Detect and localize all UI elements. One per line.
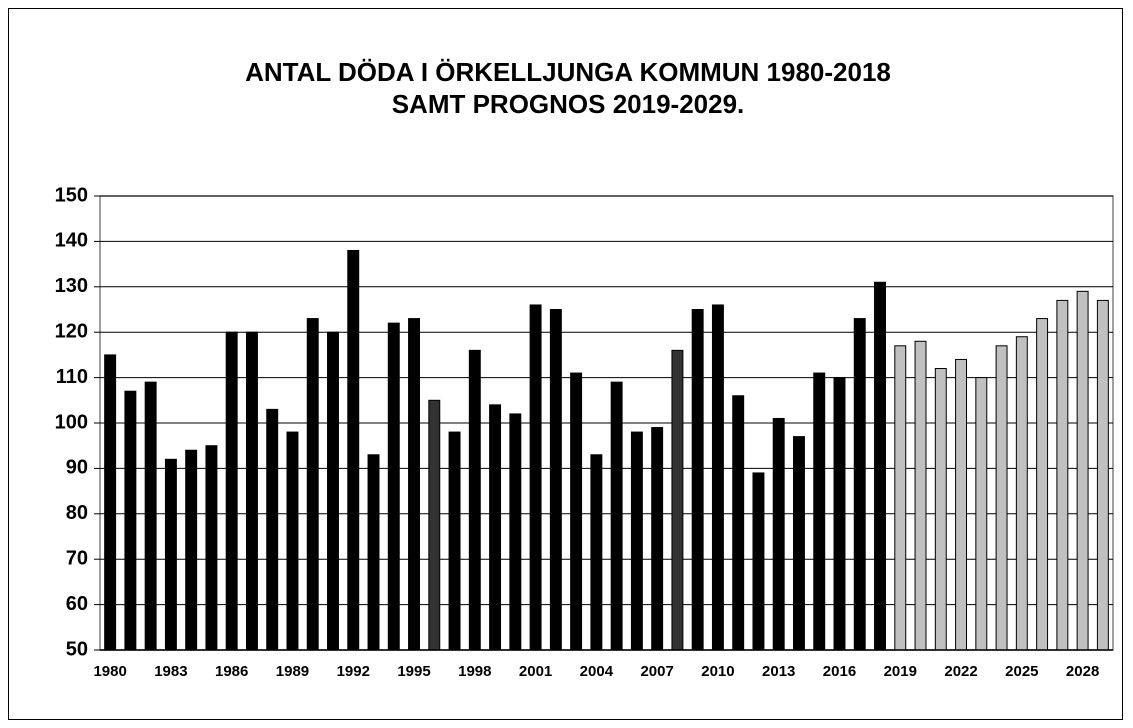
bar [894,345,907,651]
y-tick-label: 110 [56,366,88,388]
x-tick-label: 1989 [276,663,309,680]
bar [205,445,218,651]
bar [509,413,522,651]
bar [306,318,319,651]
bar [529,304,542,651]
chart-title: ANTAL DÖDA I ÖRKELLJUNGA KOMMUN 1980-201… [245,57,891,87]
x-tick-label: 1992 [337,663,370,680]
x-tick-label: 1986 [215,663,248,680]
bar [185,449,198,651]
bar [1036,318,1049,651]
bar [549,309,562,651]
bar [630,431,643,651]
y-tick-label: 50 [66,638,88,660]
x-tick-label: 1998 [458,663,491,680]
chart-subtitle: SAMT PROGNOS 2019-2029. [392,89,745,119]
x-tick-label: 2016 [823,663,856,680]
bar [104,354,117,651]
bar [833,377,846,651]
bar [955,358,968,651]
bar [772,417,785,651]
bar [367,454,380,651]
bar [813,372,826,651]
bar [468,349,481,651]
bar [266,408,279,651]
y-tick-label: 80 [66,502,88,524]
bar [934,368,947,651]
x-tick-label: 1995 [397,663,430,680]
bar [610,381,623,651]
bar [853,318,866,651]
x-tick-label: 2001 [519,663,552,680]
bar [428,399,441,651]
bar [144,381,157,651]
bar [691,309,704,651]
x-tick-label: 2022 [944,663,977,680]
bar [327,331,339,651]
y-tick-label: 120 [55,320,88,342]
bar [1056,299,1069,651]
y-tick-label: 70 [66,547,88,569]
bar [387,322,400,651]
bar [975,377,988,651]
y-tick-label: 90 [66,457,88,479]
bar [225,331,238,651]
bar [874,281,886,651]
bar [245,331,258,651]
x-tick-label: 2013 [762,663,795,680]
bar [347,249,360,651]
x-tick-label: 1980 [93,663,126,680]
bar [752,472,765,651]
bar [1015,336,1028,651]
x-tick-label: 2028 [1066,663,1099,680]
bar [408,318,421,651]
x-tick-label: 2004 [580,663,614,680]
bar [651,427,664,651]
bar [570,372,583,651]
bar [1076,290,1089,651]
y-tick-label: 140 [55,230,88,252]
bar [671,349,684,651]
y-tick-label: 60 [66,593,88,615]
bar [286,431,299,651]
x-tick-label: 2010 [701,663,734,680]
bar [732,395,745,651]
bar [914,340,927,651]
bar [590,454,603,651]
bar [448,431,461,651]
bar [792,436,805,651]
bar [124,390,137,651]
bar [995,345,1008,651]
x-tick-label: 2007 [640,663,673,680]
x-tick-label: 1983 [154,663,187,680]
y-tick-label: 130 [55,275,88,297]
bar [489,404,502,651]
y-tick-label: 100 [55,411,88,433]
y-tick-label: 150 [55,184,88,206]
x-tick-label: 2019 [884,663,917,680]
bar [1096,299,1109,651]
bar [711,304,724,651]
bar [164,458,177,651]
x-tick-label: 2025 [1005,663,1038,680]
